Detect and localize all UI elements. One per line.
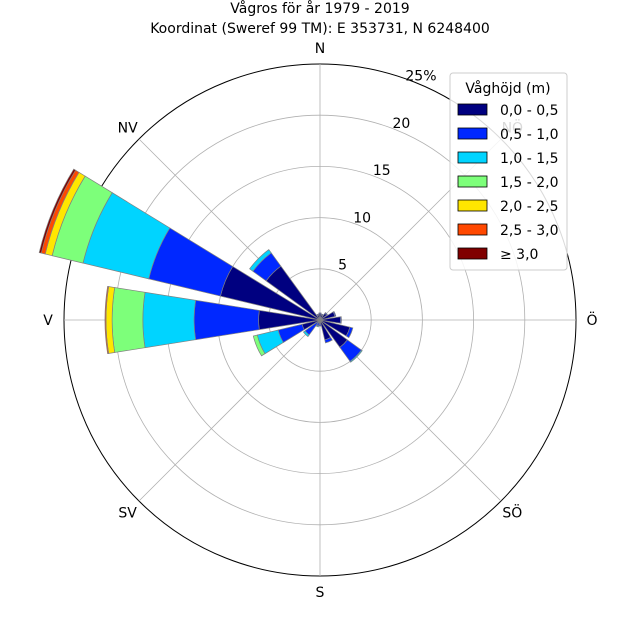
chart-title: Vågros för år 1979 - 2019 xyxy=(230,0,409,17)
radial-tick-label: 25% xyxy=(405,68,436,84)
bar-nnv-1 xyxy=(316,313,320,317)
legend-label: 2,5 - 3,0 xyxy=(500,223,558,239)
bar-v-5 xyxy=(104,285,110,355)
bar-v-3 xyxy=(111,287,146,353)
legend-swatch xyxy=(457,199,488,212)
legend-swatch xyxy=(457,223,488,236)
grid-spoke xyxy=(138,319,321,502)
bar-vnv-6 xyxy=(38,168,77,254)
direction-label: SÖ xyxy=(502,503,522,521)
bar-nnö-1 xyxy=(320,313,324,317)
direction-label: N xyxy=(315,41,325,57)
radial-tick-label: 5 xyxy=(338,258,347,274)
legend-label: 0,0 - 0,5 xyxy=(500,103,558,119)
radial-tick-label: 15 xyxy=(373,163,391,179)
bar-vsv-3 xyxy=(252,334,266,357)
legend-label: 1,5 - 2,0 xyxy=(500,175,558,191)
direction-label: SV xyxy=(118,505,137,521)
legend-label: 0,5 - 1,0 xyxy=(500,127,558,143)
bar-ö-1 xyxy=(339,316,342,324)
legend-swatch xyxy=(457,127,488,140)
bar-önö-1 xyxy=(332,310,337,317)
chart-subtitle: Koordinat (Sweref 99 TM): E 353731, N 62… xyxy=(150,21,490,37)
legend-title: Våghöjd (m) xyxy=(465,80,550,97)
bar-ssö-1 xyxy=(324,336,333,344)
legend-swatch xyxy=(457,103,488,116)
bar-v-1 xyxy=(193,299,260,341)
direction-label: NV xyxy=(118,121,138,137)
bars-layer xyxy=(38,168,363,363)
bar-ssv-2 xyxy=(315,324,319,328)
direction-label: S xyxy=(316,585,325,601)
legend-label: 1,0 - 1,5 xyxy=(500,151,558,167)
bar-sö-2 xyxy=(349,349,363,363)
bar-v-2 xyxy=(142,291,196,349)
bar-nö-1 xyxy=(324,312,328,316)
bar-n-1 xyxy=(318,312,322,315)
legend-swatch xyxy=(457,151,488,164)
bar-s-1 xyxy=(318,323,322,327)
radial-tick-labels: 5 10 15 20 25% xyxy=(338,68,436,273)
legend-frame xyxy=(449,72,568,271)
legend-swatch xyxy=(457,175,488,188)
bar-ösö-1 xyxy=(345,326,354,339)
legend-label: ≥ 3,0 xyxy=(500,247,538,263)
radial-tick-label: 20 xyxy=(392,116,410,132)
legend-label: 2,0 - 2,5 xyxy=(500,199,558,215)
direction-label: Ö xyxy=(586,311,597,329)
direction-label: V xyxy=(43,313,53,329)
legend-items: 0,0 - 0,5 0,5 - 1,0 1,0 - 1,5 1,5 - 2,0 2,0 … xyxy=(457,103,558,263)
legend: Våghöjd (m) 0,0 - 0,5 0,5 - 1,0 1,0 - 1,5 1… xyxy=(449,72,568,271)
bar-sv-2 xyxy=(302,330,310,338)
radial-tick-label: 10 xyxy=(353,210,371,226)
bar-nv-2 xyxy=(249,249,272,272)
legend-swatch xyxy=(457,247,488,260)
